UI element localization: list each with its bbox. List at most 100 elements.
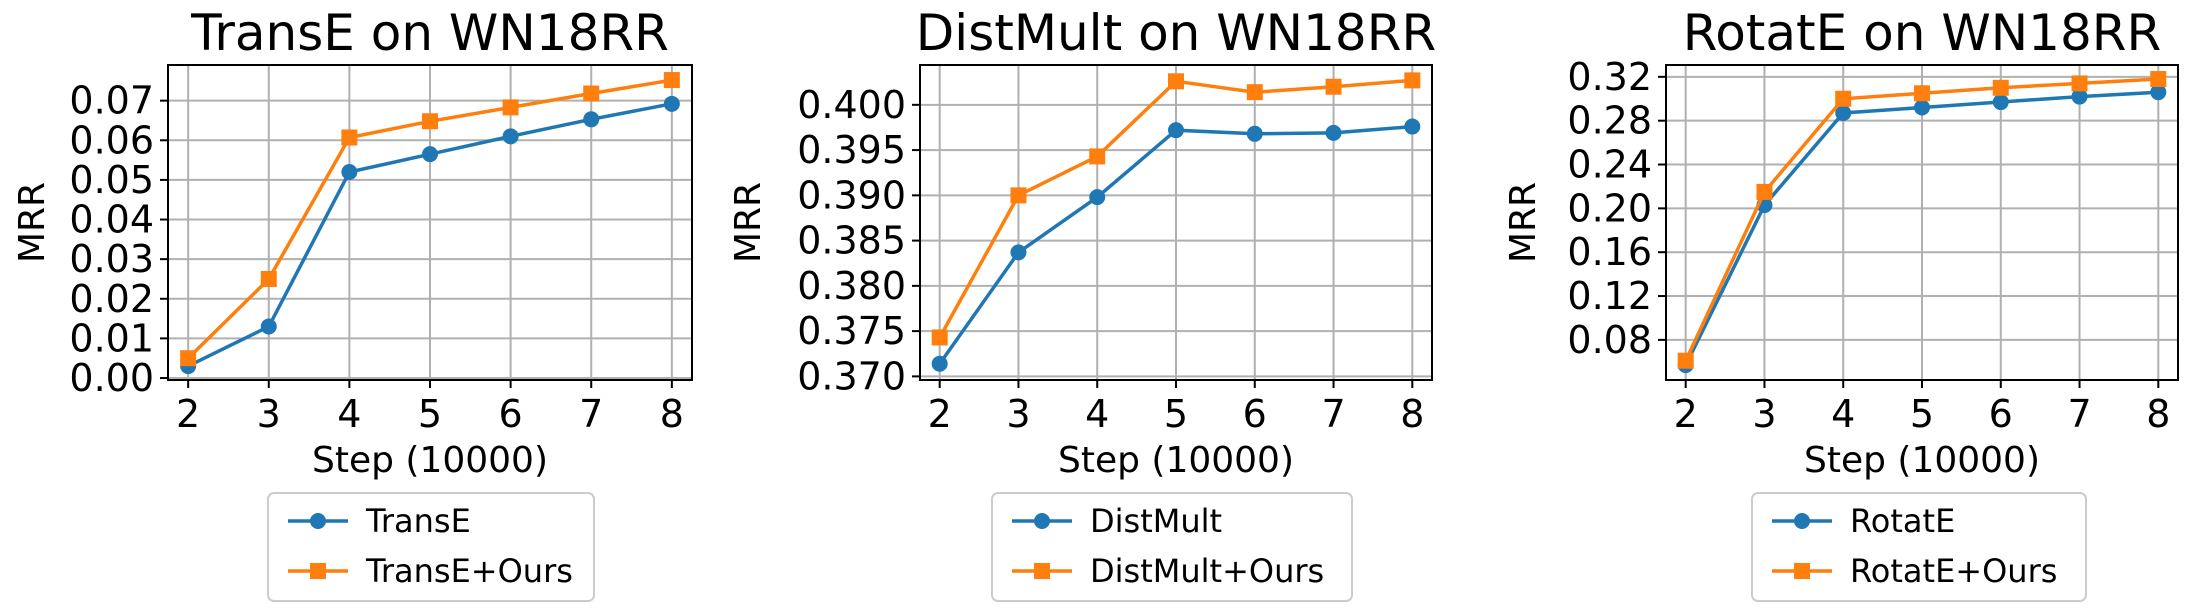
data-point: [1993, 80, 2009, 96]
data-point: [2072, 75, 2088, 91]
y-tick-label: 0.03: [69, 237, 154, 281]
legend: RotatE RotatE+Ours: [1752, 493, 2086, 601]
data-point: [422, 113, 438, 129]
data-point: [261, 271, 277, 287]
legend-label: RotatE: [1850, 502, 1955, 540]
data-point: [1010, 187, 1026, 203]
data-point: [1168, 73, 1184, 89]
data-point: [1326, 79, 1342, 95]
data-point: [1168, 122, 1184, 138]
chart-title: DistMult on WN18RR: [916, 4, 1436, 62]
data-point: [1404, 72, 1420, 88]
y-tick-label: 0.385: [797, 219, 906, 263]
chart-0: 2 3 4 5 6 7 8 0.000.010.020.030.040.050.060.07 T…: [12, 4, 692, 601]
data-point: [583, 111, 599, 127]
data-point: [1404, 119, 1420, 135]
y-axis-label: MRR: [12, 182, 53, 263]
data-point: [341, 164, 357, 180]
x-tick-label: 2: [928, 392, 952, 436]
y-tick-label: 0.08: [1567, 318, 1652, 362]
chart-title: RotatE on WN18RR: [1683, 4, 2162, 62]
legend-label: TransE: [365, 502, 471, 540]
y-tick-label: 0.395: [797, 128, 906, 172]
legend-marker: [310, 563, 326, 579]
data-point: [341, 130, 357, 146]
y-tick-label: 0.390: [797, 173, 906, 217]
data-point: [664, 72, 680, 88]
y-tick-label: 0.380: [797, 264, 906, 308]
y-tick-label: 0.02: [69, 277, 154, 321]
data-point: [261, 319, 277, 335]
x-tick-label: 5: [1164, 392, 1188, 436]
legend-marker: [1034, 563, 1050, 579]
x-tick-label: 5: [418, 392, 442, 436]
data-point: [664, 96, 680, 112]
data-point: [1835, 91, 1851, 107]
y-tick-label: 0.07: [69, 79, 154, 123]
data-point: [503, 99, 519, 115]
chart-title: TransE on WN18RR: [190, 4, 669, 62]
data-point: [1914, 100, 1930, 116]
data-point: [1678, 353, 1694, 369]
legend-label: TransE+Ours: [365, 552, 573, 590]
data-point: [1914, 85, 1930, 101]
y-tick-label: 0.24: [1567, 143, 1652, 187]
data-point: [1326, 125, 1342, 141]
y-tick-label: 0.400: [797, 83, 906, 127]
x-tick-label: 6: [1989, 392, 2013, 436]
legend: DistMult DistMult+Ours: [992, 493, 1352, 601]
data-point: [503, 128, 519, 144]
x-axis-label: Step (10000): [312, 440, 548, 481]
data-point: [1247, 126, 1263, 142]
y-tick-label: 0.20: [1567, 186, 1652, 230]
x-tick-label: 7: [2067, 392, 2091, 436]
chart-1: 2 3 4 5 6 7 8 0.3700.3750.3800.3850.3900.3950.4…: [728, 4, 1436, 601]
x-tick-label: 3: [1752, 392, 1776, 436]
x-tick-label: 3: [1006, 392, 1030, 436]
data-point: [1089, 148, 1105, 164]
y-tick-label: 0.06: [69, 118, 154, 162]
x-tick-label: 8: [660, 392, 684, 436]
x-tick-label: 6: [499, 392, 523, 436]
data-point: [932, 356, 948, 372]
data-point: [180, 350, 196, 366]
data-point: [1756, 184, 1772, 200]
y-tick-label: 0.00: [69, 356, 154, 400]
x-tick-label: 8: [1400, 392, 1424, 436]
legend: TransE TransE+Ours: [268, 493, 594, 601]
y-tick-label: 0.16: [1567, 230, 1652, 274]
y-tick-label: 0.375: [797, 309, 906, 353]
legend-label: DistMult+Ours: [1090, 552, 1324, 590]
data-point: [422, 146, 438, 162]
y-tick-label: 0.28: [1567, 99, 1652, 143]
data-point: [1247, 84, 1263, 100]
data-point: [1010, 244, 1026, 260]
data-point: [1089, 189, 1105, 205]
legend-label: DistMult: [1090, 502, 1222, 540]
x-tick-label: 4: [337, 392, 361, 436]
x-axis-label: Step (10000): [1058, 440, 1294, 481]
data-point: [1993, 94, 2009, 110]
legend-label: RotatE+Ours: [1850, 552, 2057, 590]
legend-marker: [1794, 563, 1810, 579]
legend-marker: [1794, 513, 1810, 529]
data-point: [2150, 71, 2166, 87]
x-tick-label: 7: [579, 392, 603, 436]
x-tick-label: 2: [1674, 392, 1698, 436]
y-tick-label: 0.32: [1567, 55, 1652, 99]
y-axis-label: MRR: [728, 182, 769, 263]
y-tick-label: 0.04: [69, 198, 154, 242]
y-axis-label: MRR: [1503, 182, 1544, 263]
x-tick-label: 2: [176, 392, 200, 436]
y-tick-label: 0.370: [797, 354, 906, 398]
y-tick-label: 0.01: [69, 316, 154, 360]
x-axis-label: Step (10000): [1804, 440, 2040, 481]
legend-marker: [1034, 513, 1050, 529]
data-point: [583, 86, 599, 102]
x-tick-label: 3: [257, 392, 281, 436]
x-tick-label: 6: [1243, 392, 1267, 436]
x-tick-label: 7: [1321, 392, 1345, 436]
x-tick-label: 5: [1910, 392, 1934, 436]
x-tick-label: 4: [1831, 392, 1855, 436]
